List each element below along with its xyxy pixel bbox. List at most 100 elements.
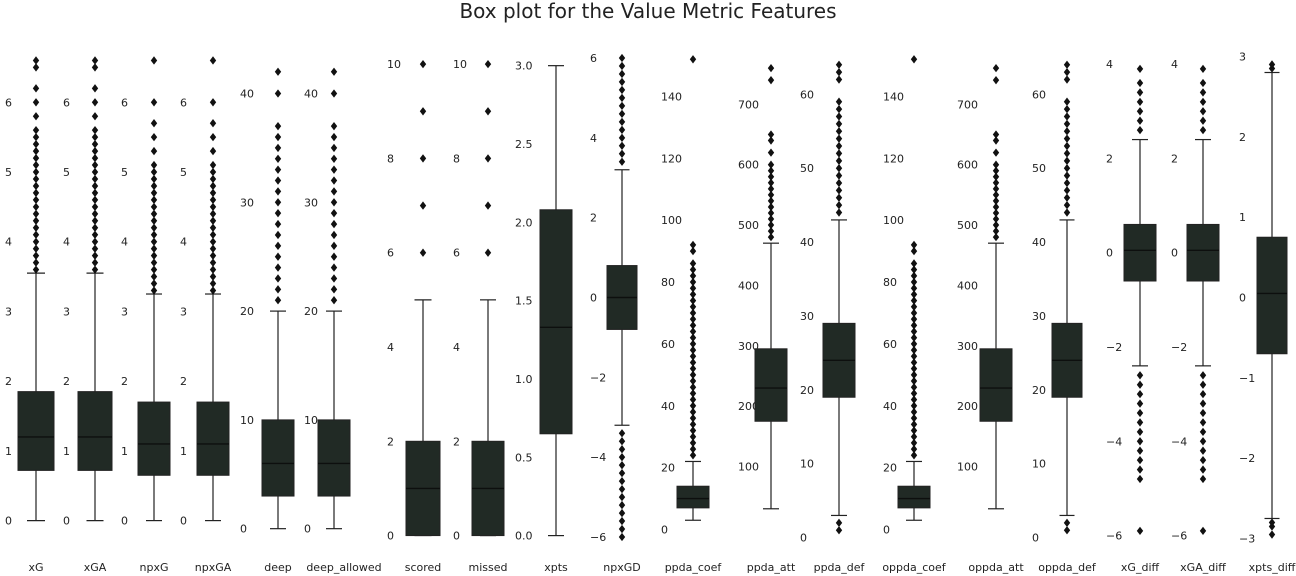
- outlier-npxGD: [618, 524, 626, 534]
- outlier-oppda_att: [992, 63, 1000, 73]
- outlier-npxG: [150, 188, 158, 198]
- outlier-npxG: [150, 230, 158, 239]
- tick-label-xGA: 0: [63, 515, 70, 528]
- outlier-oppda_coef: [910, 345, 918, 355]
- tick-label-xGA_diff: 4: [1171, 58, 1178, 71]
- tick-label-npxGD: −4: [590, 451, 606, 464]
- outlier-npxG: [150, 202, 158, 212]
- tick-label-xG: 3: [5, 305, 12, 318]
- tick-label-oppda_def: 40: [1032, 236, 1046, 249]
- outlier-npxGD: [618, 69, 626, 79]
- outlier-npxGD: [618, 429, 626, 438]
- outlier-oppda_coef: [910, 296, 918, 305]
- tick-label-npxGD: 0: [590, 292, 597, 305]
- tick-label-xpts_diff: 1: [1239, 211, 1246, 224]
- outlier-xGA_diff: [1199, 408, 1207, 418]
- outlier-oppda_coef: [910, 314, 918, 324]
- outlier-ppda_coef: [689, 413, 697, 423]
- outlier-ppda_coef: [689, 345, 697, 355]
- outlier-npxGD: [618, 109, 626, 119]
- outlier-xG: [32, 126, 40, 135]
- outlier-ppda_def: [835, 178, 843, 188]
- x-label-xGA_diff: xGA_diff: [1180, 561, 1226, 574]
- outlier-npxGA: [209, 272, 217, 281]
- tick-label-oppda_coef: 40: [883, 400, 897, 413]
- tick-label-scored: 4: [387, 341, 394, 354]
- outlier-ppda_att: [767, 214, 775, 224]
- tick-label-xGA: 5: [63, 166, 70, 179]
- outlier-deep_allowed: [330, 143, 338, 153]
- tick-label-missed: 8: [453, 152, 460, 165]
- tick-label-xG: 5: [5, 166, 12, 179]
- outlier-oppda_def: [1063, 171, 1071, 180]
- outlier-deep_allowed: [330, 121, 338, 131]
- tick-label-ppda_coef: 80: [661, 276, 675, 289]
- outlier-npxGD: [618, 61, 626, 71]
- outlier-xG_diff: [1136, 437, 1144, 446]
- outlier-xG: [32, 209, 40, 218]
- tick-label-xGA: 2: [63, 375, 70, 388]
- tick-label-xGA_diff: −4: [1171, 435, 1187, 448]
- outlier-oppda_coef: [910, 290, 918, 299]
- tick-label-deep_allowed: 40: [304, 88, 318, 101]
- outlier-deep_allowed: [330, 263, 338, 272]
- outlier-oppda_coef: [910, 302, 918, 311]
- outlier-missed: [484, 201, 492, 210]
- outlier-oppda_def: [1063, 119, 1071, 129]
- outlier-xGA_diff: [1199, 389, 1207, 399]
- box-ppda_att: [754, 348, 788, 422]
- outlier-missed: [484, 248, 492, 257]
- tick-label-ppda_def: 10: [800, 458, 814, 471]
- tick-label-xpts_diff: 3: [1239, 50, 1246, 63]
- outlier-npxGD: [618, 157, 626, 166]
- outlier-npxGA: [209, 202, 217, 212]
- outlier-npxGA: [209, 286, 217, 295]
- tick-label-oppda_att: 600: [957, 159, 978, 172]
- outlier-npxGD: [618, 77, 626, 87]
- outlier-xGA: [91, 167, 99, 177]
- outlier-xG_diff: [1136, 107, 1144, 116]
- tick-label-oppda_coef: 0: [883, 524, 890, 537]
- outlier-deep: [274, 176, 282, 185]
- outlier-xGA_diff: [1199, 465, 1207, 474]
- outlier-ppda_att: [767, 166, 775, 175]
- outlier-npxGD: [618, 453, 626, 462]
- box-ppda_coef: [676, 485, 710, 509]
- tick-label-npxGD: 4: [590, 132, 597, 145]
- outlier-npxG: [150, 56, 158, 65]
- outlier-xG_diff: [1136, 78, 1144, 88]
- outlier-oppda_def: [1063, 193, 1071, 202]
- outlier-oppda_def: [1063, 68, 1071, 77]
- outlier-ppda_def: [835, 149, 843, 158]
- outlier-oppda_coef: [910, 407, 918, 417]
- outlier-xG: [32, 98, 40, 107]
- outlier-npxGD: [618, 500, 626, 510]
- outlier-ppda_att: [767, 172, 775, 181]
- tick-label-xpts: 3.0: [515, 60, 533, 73]
- outlier-oppda_def: [1063, 75, 1071, 84]
- outlier-scored: [419, 201, 427, 210]
- outlier-npxGA: [209, 216, 217, 225]
- outlier-npxG: [150, 132, 158, 142]
- x-label-npxGD: npxGD: [603, 561, 640, 574]
- outlier-xG: [32, 237, 40, 246]
- outlier-xpts_diff: [1268, 530, 1276, 539]
- outlier-xG_diff: [1136, 88, 1144, 97]
- tick-label-npxGD: −2: [590, 371, 606, 384]
- outlier-ppda_coef: [689, 420, 697, 429]
- outlier-oppda_att: [992, 232, 1000, 242]
- outlier-xG: [32, 160, 40, 170]
- tick-label-ppda_coef: 140: [661, 90, 682, 103]
- tick-label-xpts: 0.0: [515, 530, 533, 543]
- outlier-xGA: [91, 209, 99, 218]
- outlier-ppda_def: [835, 186, 843, 195]
- outlier-ppda_coef: [689, 364, 697, 373]
- outlier-npxGD: [618, 93, 626, 103]
- tick-label-oppda_def: 0: [1032, 532, 1039, 545]
- tick-label-missed: 0: [453, 530, 460, 543]
- outlier-oppda_coef: [910, 383, 918, 392]
- outlier-ppda_att: [767, 130, 775, 139]
- outlier-ppda_coef: [689, 358, 697, 367]
- outlier-ppda_att: [767, 232, 775, 242]
- outlier-xG: [32, 251, 40, 260]
